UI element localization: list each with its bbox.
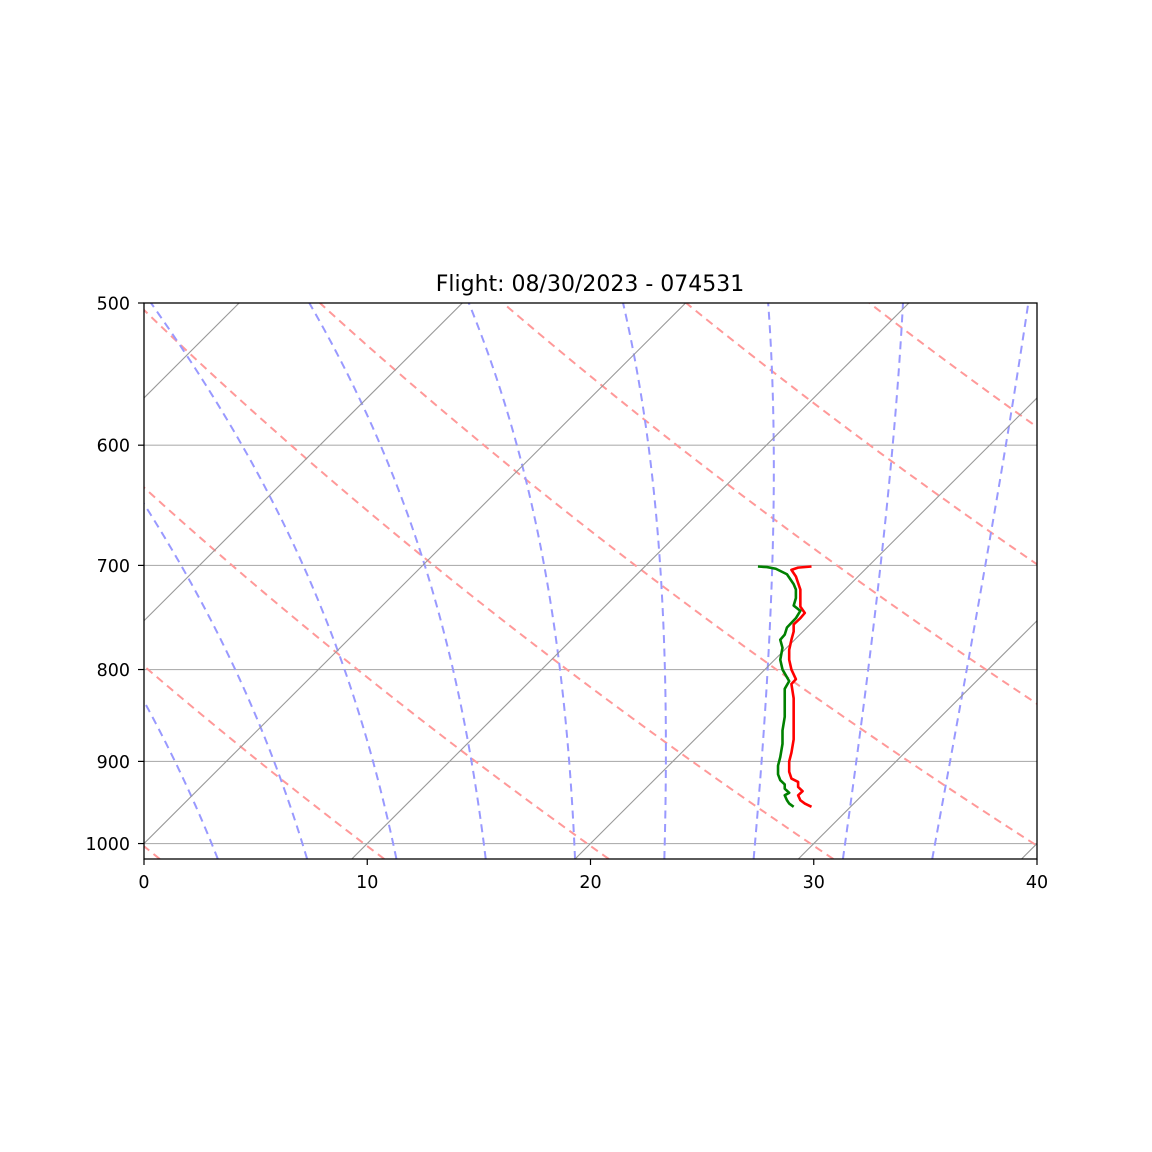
isotherm xyxy=(144,303,240,399)
moist-adiabat xyxy=(841,303,905,859)
y-tick-label: 900 xyxy=(97,753,130,773)
y-axis: 500 600 700 800 900 1000 xyxy=(85,295,144,855)
dry-adiabat xyxy=(502,303,1037,705)
isotherm xyxy=(144,303,464,622)
moist-adiabat xyxy=(931,303,1030,859)
x-tick-label: 20 xyxy=(579,873,601,893)
background-lines xyxy=(144,303,1037,859)
moist-adiabat xyxy=(308,303,487,859)
x-tick-label: 0 xyxy=(138,873,149,893)
dry-adiabat xyxy=(144,664,385,859)
dry-adiabat xyxy=(685,303,1037,566)
x-tick-label: 10 xyxy=(356,873,378,893)
moist-adiabat xyxy=(467,303,577,859)
y-tick-label: 800 xyxy=(97,661,130,681)
x-axis: 0 10 20 30 40 xyxy=(138,859,1048,893)
isotherm xyxy=(351,303,910,859)
y-tick-label: 700 xyxy=(97,557,130,577)
sounding-series-line xyxy=(757,565,802,808)
x-tick-label: 40 xyxy=(1026,873,1048,893)
y-tick-label: 600 xyxy=(97,437,130,457)
isotherm xyxy=(797,619,1037,859)
x-tick-label: 30 xyxy=(803,873,825,893)
dry-adiabat xyxy=(144,308,834,859)
series-layer xyxy=(757,565,813,808)
y-tick-label: 1000 xyxy=(85,835,130,855)
chart-title: Flight: 08/30/2023 - 074531 xyxy=(436,272,745,297)
moist-adiabat xyxy=(149,303,398,859)
dry-adiabat xyxy=(144,486,610,859)
isotherm xyxy=(144,303,687,845)
moist-adiabat xyxy=(622,303,667,859)
y-tick-label: 500 xyxy=(97,295,130,315)
dry-adiabat xyxy=(319,303,1037,847)
moist-adiabat xyxy=(752,303,775,859)
sounding-series-line xyxy=(787,565,813,808)
moist-adiabat xyxy=(144,502,309,859)
isotherm xyxy=(574,397,1037,859)
